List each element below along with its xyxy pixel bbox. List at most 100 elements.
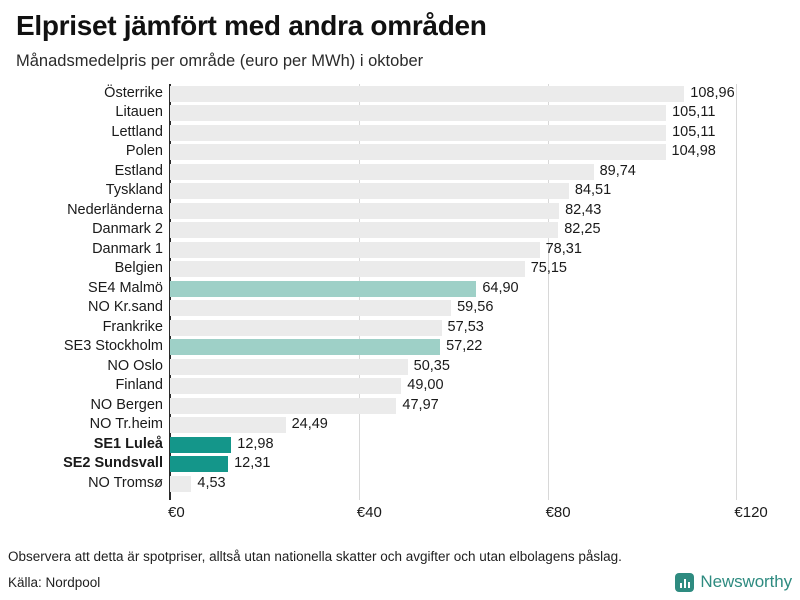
chart-bar-row: Litauen 105,11 [0, 103, 800, 123]
category-label: Tyskland [105, 182, 163, 199]
bar-value-label: 104,98 [671, 143, 716, 160]
category-label: NO Bergen [90, 396, 163, 413]
category-label: SE2 Sundsvall [63, 455, 163, 472]
chart-bar-row: Belgien 75,15 [0, 259, 800, 279]
bar-value-label: 105,11 [672, 104, 716, 121]
category-label: NO Oslo [107, 357, 163, 374]
bar-value-label: 4,53 [197, 474, 226, 491]
chart-bar-row: Polen 104,98 [0, 142, 800, 162]
bar [170, 202, 560, 219]
footnote: Observera att detta är spotpriser, allts… [8, 549, 622, 565]
bar [170, 436, 232, 453]
brand-logo: Newsworthy [675, 572, 792, 592]
category-label: Danmark 1 [92, 240, 163, 257]
chart-bar-row: Danmark 1 78,31 [0, 240, 800, 260]
x-axis-tick-label: €0 [168, 503, 185, 521]
bar-value-label: 24,49 [291, 416, 328, 433]
chart-bar-row: Österrike 108,96 [0, 84, 800, 104]
bar [170, 475, 192, 492]
category-label: Frankrike [102, 318, 163, 335]
chart-bar-row: NO Tr.heim 24,49 [0, 415, 800, 435]
bar-value-label: 12,98 [237, 435, 274, 452]
category-label: NO Tromsø [88, 474, 163, 491]
bar-value-label: 75,15 [530, 260, 567, 277]
brand-name: Newsworthy [700, 572, 792, 591]
category-label: Nederländerna [67, 201, 163, 218]
page-title: Elpriset jämfört med andra områden [16, 10, 487, 41]
bar [170, 339, 441, 356]
category-label: SE4 Malmö [88, 279, 163, 296]
bar [170, 222, 559, 239]
chart-bar-row: NO Kr.sand 59,56 [0, 298, 800, 318]
bar [170, 319, 442, 336]
bar [170, 397, 397, 414]
bar-value-label: 57,22 [446, 338, 483, 355]
bar-value-label: 82,25 [564, 221, 601, 238]
chart-bar-row: SE1 Luleå 12,98 [0, 435, 800, 455]
category-label: Estland [114, 162, 163, 179]
category-label: NO Tr.heim [89, 416, 163, 433]
bar-value-label: 59,56 [457, 299, 494, 316]
bar [170, 280, 477, 297]
source-row: Källa: Nordpool Newsworthy [8, 572, 792, 592]
bar-value-label: 89,74 [599, 162, 636, 179]
chart-bar-row: SE2 Sundsvall 12,31 [0, 454, 800, 474]
chart-bar-row: Tyskland 84,51 [0, 181, 800, 201]
chart-plot-area: Österrike 108,96 Litauen 105,11 Lettland 105,… [0, 83, 800, 521]
bar-chart-icon [675, 572, 695, 592]
chart-bar-row: Nederländerna 82,43 [0, 201, 800, 221]
category-label: Belgien [114, 260, 163, 277]
bar-value-label: 47,97 [402, 396, 439, 413]
category-label: Finland [115, 377, 163, 394]
category-label: Lettland [111, 123, 163, 140]
bar-value-label: 64,90 [482, 279, 519, 296]
category-label: Danmark 2 [92, 221, 163, 238]
bar [170, 85, 685, 102]
bar-value-label: 108,96 [690, 84, 735, 101]
chart-bar-row: SE4 Malmö 64,90 [0, 279, 800, 299]
bar-value-label: 12,31 [234, 455, 271, 472]
chart-bar-row: NO Bergen 47,97 [0, 396, 800, 416]
source-label: Källa: Nordpool [8, 574, 101, 590]
chart-bar-rows: Österrike 108,96 Litauen 105,11 Lettland 105,… [0, 84, 800, 494]
bar [170, 105, 667, 122]
bar [170, 300, 452, 317]
bar [170, 378, 402, 395]
bar [170, 241, 540, 258]
bar-value-label: 57,53 [447, 318, 484, 335]
category-label: Litauen [115, 104, 163, 121]
bar [170, 261, 525, 278]
chart-bar-row: NO Oslo 50,35 [0, 357, 800, 377]
chart-footer: Observera att detta är spotpriser, allts… [0, 548, 800, 600]
bar-value-label: 82,43 [565, 201, 602, 218]
bar [170, 124, 667, 141]
chart-bar-row: Danmark 2 82,25 [0, 220, 800, 240]
x-axis-tick-label: €40 [356, 503, 382, 521]
bar-value-label: 78,31 [545, 240, 582, 257]
bar-value-label: 50,35 [413, 357, 450, 374]
chart-header: Elpriset jämfört med andra områden Månad… [0, 0, 800, 72]
chart-bar-row: Estland 89,74 [0, 162, 800, 182]
bar [170, 417, 286, 434]
bar [170, 144, 666, 161]
bar-value-label: 105,11 [672, 123, 716, 140]
bar-value-label: 49,00 [407, 377, 444, 394]
bar-value-label: 84,51 [574, 182, 612, 199]
chart-x-axis: €0 €40 €80 €120 [0, 500, 800, 526]
x-axis-tick-label: €80 [545, 503, 571, 521]
bar [170, 163, 594, 180]
bar [170, 456, 229, 473]
bar [170, 183, 569, 200]
bar [170, 358, 408, 375]
category-label: SE3 Stockholm [63, 338, 163, 355]
category-label: NO Kr.sand [88, 299, 163, 316]
chart-subtitle: Månadsmedelpris per område (euro per MWh… [16, 52, 424, 71]
chart-bar-row: Finland 49,00 [0, 376, 800, 396]
chart-bar-row: Lettland 105,11 [0, 123, 800, 143]
category-label: Polen [125, 143, 163, 160]
x-axis-tick-label: €120 [734, 503, 768, 521]
category-label: Österrike [104, 84, 163, 101]
category-label: SE1 Luleå [93, 435, 163, 452]
chart-bar-row: NO Tromsø 4,53 [0, 474, 800, 494]
chart-bar-row: SE3 Stockholm 57,22 [0, 337, 800, 357]
